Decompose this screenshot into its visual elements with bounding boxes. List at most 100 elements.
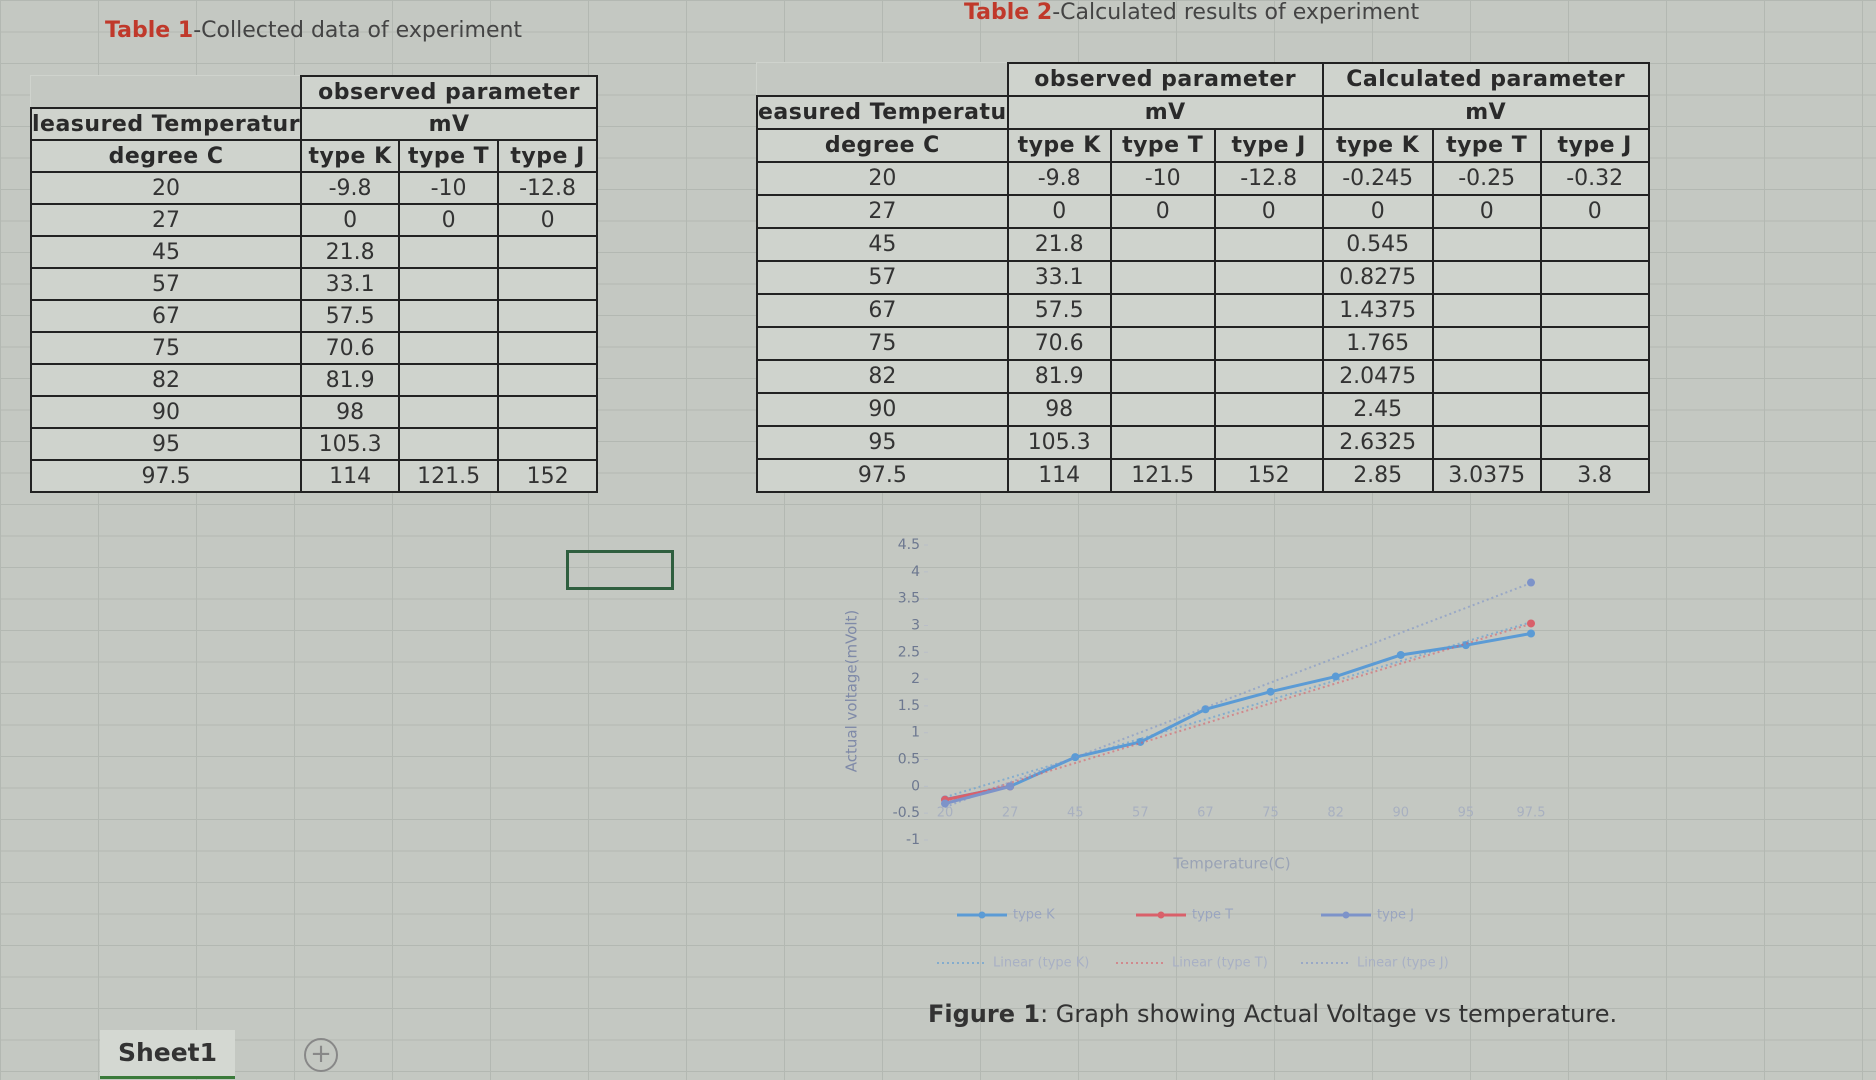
cell [1431, 326, 1542, 361]
cell: -10 [1109, 161, 1216, 196]
cell: 0 [1109, 194, 1216, 229]
x-tick-label: 20 [937, 806, 954, 821]
cell [398, 331, 500, 365]
legend-marker [1157, 911, 1165, 919]
y-tick-label: 0 [911, 778, 920, 794]
table-row: 45 21.8 0.545 [756, 227, 1650, 262]
figure-text: : Graph showing Actual Voltage vs temper… [1040, 1000, 1618, 1028]
data-point [1527, 578, 1535, 587]
x-tick-label: 90 [1393, 806, 1410, 821]
cell: -0.245 [1321, 161, 1434, 196]
header-cell: leasured Temperatur [29, 107, 303, 141]
cell: 0 [497, 203, 599, 237]
x-tick-label: 75 [1262, 806, 1279, 821]
cell: 75 [29, 331, 303, 365]
cell: 27 [756, 194, 1009, 229]
y-tick-label: -0.5 [893, 805, 920, 821]
cell: 27 [29, 203, 303, 237]
y-tick-label: 3.5 [898, 591, 920, 607]
data-point [1006, 782, 1015, 791]
sheet-tab[interactable]: Sheet1 [100, 1030, 235, 1079]
cell: 121.5 [1109, 458, 1216, 493]
header-cell: mV [1321, 95, 1650, 130]
cell [497, 427, 599, 461]
x-tick-label: 57 [1132, 806, 1149, 821]
cell [1109, 359, 1216, 394]
cell: 21.8 [1006, 227, 1112, 262]
legend-label: type J [1377, 908, 1414, 923]
legend-label: Linear (type K) [993, 956, 1089, 971]
legend-marker [1342, 911, 1350, 919]
header-cell: observed parameter [300, 75, 599, 109]
y-tick-label: 4 [911, 564, 920, 580]
cell [1213, 359, 1324, 394]
cell: 98 [300, 395, 401, 429]
y-tick-label: 1 [911, 725, 920, 741]
data-point [1071, 753, 1080, 762]
cell [497, 395, 599, 429]
cell: 57.5 [300, 299, 401, 333]
header-cell: type T [1431, 128, 1542, 163]
x-tick-label: 97.5 [1517, 806, 1546, 821]
cell: 45 [29, 235, 303, 269]
cell: 82 [29, 363, 303, 397]
cell: 81.9 [1006, 359, 1112, 394]
cell: 95 [29, 427, 303, 461]
add-sheet-button[interactable]: + [304, 1038, 338, 1072]
y-tick-label: 4.5 [898, 537, 920, 553]
cell: 57 [756, 260, 1009, 295]
selected-cell[interactable] [566, 550, 674, 590]
cell: 67 [756, 293, 1009, 328]
cell: 33.1 [1006, 260, 1112, 295]
table-row: 90 98 [29, 395, 599, 429]
data-point [1331, 672, 1340, 681]
header-cell: mV [300, 107, 599, 141]
cell: 105.3 [300, 427, 401, 461]
cell: 95 [756, 425, 1009, 460]
cell: 70.6 [1006, 326, 1112, 361]
cell: 21.8 [300, 235, 401, 269]
cell: 3.8 [1539, 458, 1650, 493]
data-point [941, 799, 949, 808]
cell [398, 235, 500, 269]
cell: -12.8 [497, 171, 599, 205]
header-cell: degree C [29, 139, 303, 173]
cell [1539, 260, 1650, 295]
header-cell: Calculated parameter [1321, 62, 1650, 97]
y-tick-label: 3 [911, 617, 920, 633]
table-row: 95 105.3 [29, 427, 599, 461]
data-point [1136, 737, 1145, 746]
y-axis-title: Actual voltage(mVolt) [843, 610, 861, 772]
y-tick-label: 2.5 [898, 644, 920, 660]
cell [1109, 392, 1216, 427]
cell: 20 [29, 171, 303, 205]
trendline [944, 622, 1532, 804]
cell: 81.9 [300, 363, 401, 397]
table-row: 45 21.8 [29, 235, 599, 269]
cell [1213, 326, 1324, 361]
data-point [1527, 629, 1535, 638]
cell: 105.3 [1006, 425, 1112, 460]
x-axis-title: Temperature(C) [1172, 855, 1290, 873]
cell [1431, 359, 1542, 394]
cell [1431, 260, 1542, 295]
figure-caption: Figure 1: Graph showing Actual Voltage v… [928, 1000, 1617, 1028]
table-row: 67 57.5 [29, 299, 599, 333]
cell: 0 [1431, 194, 1542, 229]
cell [497, 331, 599, 365]
cell [1431, 425, 1542, 460]
legend-label: Linear (type T) [1172, 956, 1268, 971]
data-point [1396, 650, 1405, 659]
y-tick-label: 0.5 [898, 752, 920, 768]
cell: 45 [756, 227, 1009, 262]
header-cell: type T [1109, 128, 1216, 163]
cell: 1.765 [1321, 326, 1434, 361]
cell [497, 267, 599, 301]
cell: -10 [398, 171, 500, 205]
header-cell: type J [1539, 128, 1650, 163]
cell [1109, 425, 1216, 460]
cell: 75 [756, 326, 1009, 361]
cell: -12.8 [1213, 161, 1324, 196]
cell: 57 [29, 267, 303, 301]
cell [1109, 326, 1216, 361]
